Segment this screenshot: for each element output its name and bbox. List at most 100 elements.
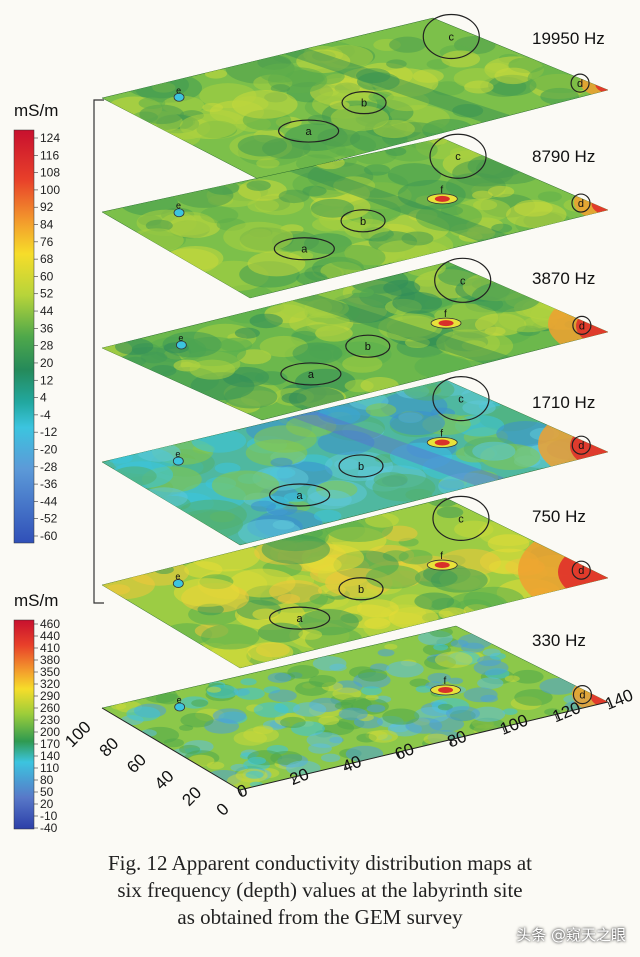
anomaly-label: b: [365, 341, 371, 353]
map-texture-blob: [409, 678, 430, 688]
anomaly-d-outline: [571, 193, 591, 213]
map-texture-blob: [357, 668, 388, 682]
map-texture-blob: [384, 91, 430, 112]
map-texture-blob: [234, 327, 260, 339]
map-texture-blob: [334, 458, 360, 470]
colorbar-tick-label: 12: [40, 373, 54, 387]
map-texture-blob: [365, 565, 421, 589]
map-texture: [111, 626, 608, 788]
map-texture-blob: [144, 688, 178, 704]
map-texture-blob: [313, 509, 342, 522]
x-axis-line: [239, 701, 609, 791]
map-texture-blob: [414, 592, 455, 610]
colorbar-tick-label: 380: [40, 653, 60, 667]
colorbar-tick-label: 92: [40, 200, 54, 214]
panel-frequency-label: 330 Hz: [532, 631, 586, 650]
map-texture-blob: [173, 578, 240, 607]
map-texture-blob: [224, 385, 278, 409]
map-texture-blob: [356, 599, 399, 618]
colorbar-tick-label: -28: [40, 460, 58, 474]
map-low-band: [289, 166, 508, 242]
panel-frequency-label: 750 Hz: [532, 507, 586, 526]
colorbar-tick-label: 230: [40, 713, 60, 727]
colorbar-tick-label: 100: [40, 183, 60, 197]
map-texture-blob: [189, 359, 236, 380]
map-texture-blob: [270, 457, 293, 468]
map-texture-blob: [433, 644, 449, 651]
map-texture-blob: [201, 624, 260, 650]
map-texture-blob: [306, 732, 343, 748]
map-texture: [106, 36, 608, 173]
map-texture-blob: [385, 146, 407, 156]
anomaly-label: b: [360, 216, 366, 228]
map-texture-blob: [252, 725, 274, 735]
map-texture-blob: [377, 649, 395, 657]
map-texture-blob: [364, 617, 391, 630]
map-texture-blob: [202, 102, 224, 112]
colorbar-tick-label: 410: [40, 641, 60, 655]
panel-stack: a b c d e 19950 Hz a b c d e f 8790 Hz a b c d e f 3870 Hz a…: [101, 13, 609, 791]
map-texture-blob: [491, 223, 513, 233]
anomaly-label: f: [440, 551, 443, 562]
map-texture-blob: [138, 97, 166, 109]
anomaly-label: e: [175, 571, 180, 581]
map-texture-blob: [382, 708, 420, 725]
map-texture-blob: [427, 498, 460, 507]
map-texture-blob: [311, 217, 344, 232]
map-texture-blob: [252, 608, 279, 621]
map-texture-blob: [114, 338, 154, 355]
map-texture-blob: [405, 488, 433, 501]
anomaly-label: d: [578, 198, 584, 210]
anomaly-c-outline: [429, 133, 487, 179]
anomaly-b-outline: [345, 334, 391, 358]
map-texture-blob: [268, 689, 297, 703]
map-texture-blob: [389, 410, 445, 436]
map-texture-blob: [502, 708, 518, 715]
colorbar-tick-label: 36: [40, 321, 54, 335]
map-texture-blob: [261, 534, 330, 565]
y-tick-label: 0: [213, 799, 233, 819]
map-texture-blob: [458, 231, 483, 242]
anomaly-label: d: [577, 78, 583, 90]
anomaly-label: f: [444, 309, 447, 320]
map-texture-blob: [368, 729, 398, 743]
anomaly-label: c: [458, 394, 464, 406]
anomaly-label: a: [297, 490, 304, 502]
anomaly-c-outline: [432, 376, 490, 422]
panel-frequency-label: 1710 Hz: [532, 393, 595, 412]
anomaly-b-outline: [338, 577, 384, 601]
anomaly-label: e: [176, 201, 181, 211]
x-tick-mark: [397, 752, 401, 758]
caption-line-1: Fig. 12 Apparent conductivity distributi…: [107, 851, 533, 875]
anomaly-b-outline: [340, 209, 386, 233]
map-texture-blob: [422, 122, 447, 134]
colorbar-tick-label: 460: [40, 617, 60, 631]
anomaly-a-outline: [269, 483, 331, 507]
map-texture-blob: [415, 202, 482, 232]
anomaly-d-outline: [571, 435, 591, 455]
colorbar-tick-label: 320: [40, 677, 60, 691]
map-hot-core: [558, 540, 608, 604]
map-texture-blob: [430, 567, 488, 593]
y-tick-label: 100: [61, 717, 94, 750]
anomaly-a-outline: [269, 606, 331, 630]
map-texture-blob: [298, 629, 323, 640]
map-hot-core: [591, 192, 608, 216]
map-texture-blob: [272, 519, 295, 530]
map-low-band: [291, 411, 505, 486]
map-texture-blob: [473, 660, 509, 676]
anomaly-label: f: [440, 185, 443, 196]
map-texture-blob: [477, 677, 504, 689]
x-tick-mark: [449, 739, 453, 745]
map-texture-blob: [328, 244, 386, 271]
map-texture-blob: [361, 686, 382, 696]
map-texture-blob: [514, 689, 553, 706]
anomaly-d-outline: [572, 315, 592, 335]
watermark: 头条 @窥天之眼: [516, 926, 626, 944]
map-texture-blob: [302, 185, 327, 197]
colorbar-tick-label: 170: [40, 737, 60, 751]
map-texture-blob: [255, 371, 288, 386]
colorbar-tick-label: 60: [40, 269, 54, 283]
map-texture-blob: [247, 251, 306, 277]
map-texture-blob: [415, 685, 433, 693]
